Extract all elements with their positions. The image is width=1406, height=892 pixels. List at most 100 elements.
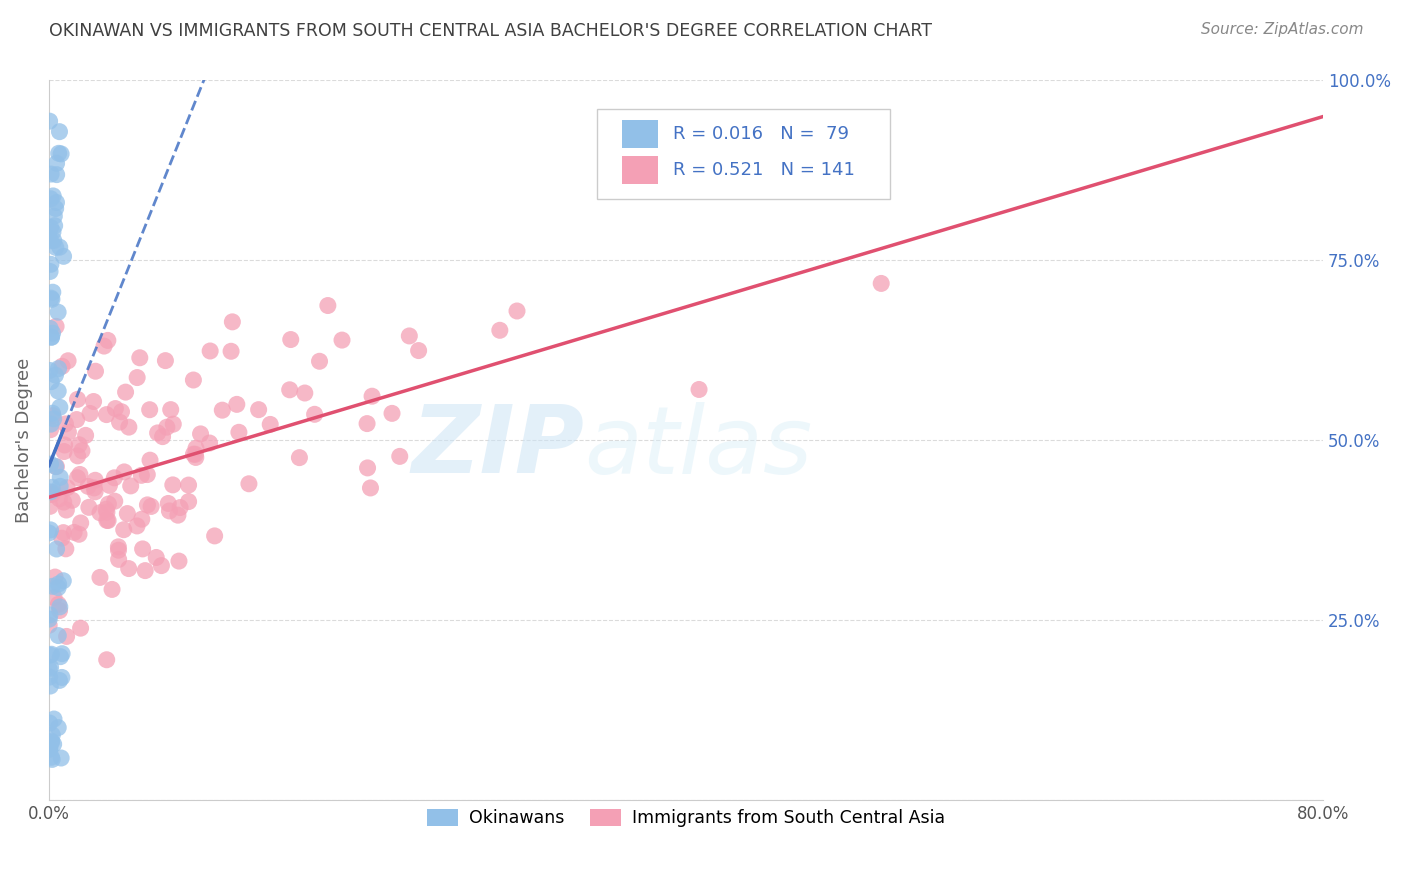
Point — [55, 417, 77, 431]
Point — [49, 649, 72, 664]
Point — [177, 478, 200, 492]
Point — [41, 487, 63, 501]
Point — [41, 480, 63, 494]
Point — [49, 470, 72, 484]
Point — [60, 493, 83, 508]
Point — [184, 442, 207, 456]
Point — [52, 249, 75, 263]
Point — [169, 500, 191, 515]
Point — [56, 353, 79, 368]
Point — [184, 447, 207, 461]
Point — [96, 505, 118, 519]
Point — [45, 168, 67, 182]
Point — [41, 375, 63, 389]
Y-axis label: Bachelor's Degree: Bachelor's Degree — [15, 358, 32, 523]
Point — [39, 321, 62, 335]
Point — [388, 450, 411, 464]
Point — [238, 476, 260, 491]
Point — [39, 220, 62, 235]
Point — [46, 305, 69, 319]
Point — [211, 403, 233, 417]
Point — [167, 508, 190, 523]
Point — [41, 647, 63, 661]
Point — [94, 502, 117, 516]
Point — [280, 333, 302, 347]
Point — [89, 506, 111, 520]
Point — [108, 415, 131, 429]
Point — [145, 550, 167, 565]
Point — [42, 591, 65, 605]
Point — [128, 351, 150, 365]
Text: atlas: atlas — [583, 401, 813, 492]
Point — [162, 417, 184, 432]
Point — [51, 647, 73, 661]
Point — [42, 285, 65, 300]
Point — [48, 240, 70, 254]
Point — [56, 481, 79, 495]
Point — [117, 507, 139, 521]
Point — [41, 579, 63, 593]
Point — [159, 402, 181, 417]
Point — [53, 438, 76, 452]
Point — [359, 481, 381, 495]
Point — [41, 330, 63, 344]
Point — [46, 629, 69, 643]
Point — [139, 453, 162, 467]
Point — [45, 459, 67, 474]
Point — [198, 436, 221, 450]
Point — [104, 494, 127, 508]
Point — [51, 670, 73, 684]
Point — [131, 468, 153, 483]
Point — [48, 125, 70, 139]
Point — [48, 491, 70, 506]
Point — [247, 402, 270, 417]
Point — [39, 167, 62, 181]
Point — [259, 417, 281, 432]
Point — [39, 487, 62, 501]
Point — [67, 527, 90, 541]
Point — [38, 662, 60, 676]
Point — [288, 450, 311, 465]
Point — [356, 417, 378, 431]
Point — [42, 737, 65, 751]
Point — [51, 359, 73, 374]
Point — [138, 402, 160, 417]
Point — [294, 386, 316, 401]
Point — [38, 741, 60, 756]
Point — [69, 467, 91, 482]
Point — [38, 716, 60, 731]
Point — [84, 484, 107, 499]
Point — [48, 598, 70, 612]
Point — [45, 156, 67, 170]
Point — [107, 543, 129, 558]
Point — [48, 361, 70, 376]
Point — [136, 467, 159, 482]
Point — [39, 679, 62, 693]
Point — [42, 409, 65, 423]
Point — [66, 412, 89, 426]
Point — [112, 523, 135, 537]
Point — [42, 412, 65, 426]
Point — [870, 277, 893, 291]
Point — [107, 552, 129, 566]
Point — [38, 525, 60, 540]
Point — [110, 405, 132, 419]
Point — [101, 582, 124, 597]
Point — [127, 370, 149, 384]
Point — [141, 500, 163, 514]
Point — [83, 481, 105, 495]
Point — [96, 408, 118, 422]
Point — [45, 195, 67, 210]
Point — [67, 438, 90, 452]
Point — [49, 147, 72, 161]
Point — [304, 407, 326, 421]
Point — [114, 385, 136, 400]
Point — [46, 384, 69, 398]
Point — [69, 516, 91, 530]
Point — [42, 225, 65, 239]
Point — [134, 564, 156, 578]
Point — [408, 343, 430, 358]
Point — [157, 496, 180, 510]
Point — [356, 461, 378, 475]
Point — [89, 570, 111, 584]
